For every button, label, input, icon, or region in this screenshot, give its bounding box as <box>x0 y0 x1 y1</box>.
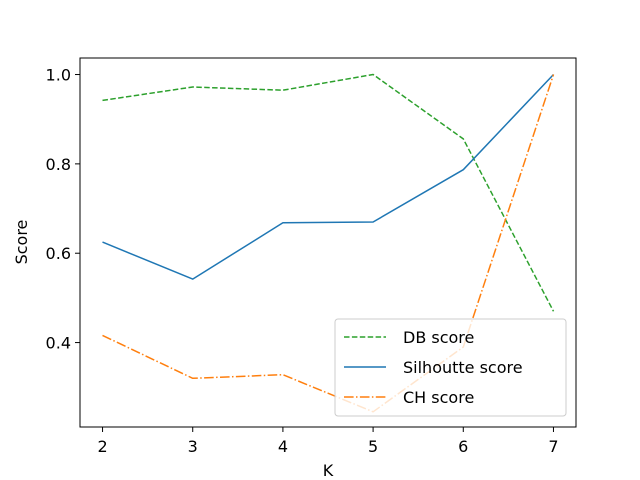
legend-box <box>334 318 567 417</box>
y-tick-label: 0.4 <box>46 334 71 353</box>
series-layer <box>102 73 555 413</box>
series-line-3 <box>102 74 555 413</box>
x-tick-label: 4 <box>278 437 288 456</box>
series-line-2 <box>102 73 555 280</box>
legend-label-1: DB score <box>403 328 474 347</box>
x-tick-label: 5 <box>368 437 378 456</box>
y-axis-label: Score <box>12 220 31 265</box>
y-axis-ticks: 0.4 0.6 0.8 1.0 <box>46 66 80 353</box>
legend-label-3: CH score <box>403 388 474 407</box>
x-axis-ticks: 2 3 4 5 6 7 <box>97 427 559 456</box>
y-tick-label: 1.0 <box>46 66 71 85</box>
y-tick-label: 0.8 <box>46 155 71 174</box>
x-tick-label: 7 <box>548 437 558 456</box>
x-tick-label: 3 <box>188 437 198 456</box>
series-line-1 <box>102 73 555 312</box>
legend: DB score Silhoutte score CH score <box>334 318 567 417</box>
legend-label-2: Silhoutte score <box>403 358 523 377</box>
x-tick-label: 2 <box>97 437 107 456</box>
y-tick-label: 0.6 <box>46 244 71 263</box>
plot-frame <box>79 57 577 428</box>
x-axis-label: K <box>323 461 334 480</box>
x-tick-label: 6 <box>458 437 468 456</box>
